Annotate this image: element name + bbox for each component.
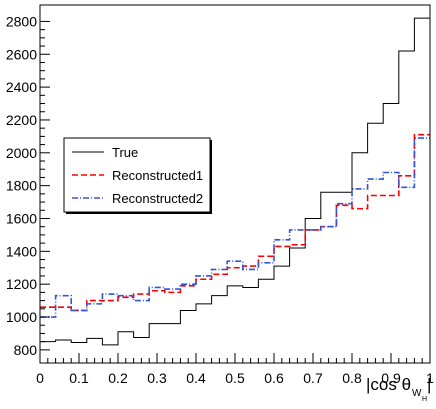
x-tick-label: 0.3 <box>147 370 167 386</box>
x-axis-title-main: |cos θ <box>366 375 411 394</box>
x-tick-label: 0.8 <box>342 370 362 386</box>
x-axis: 0 0.1 0.2 0.3 0.4 0.5 0.6 0.7 0.8 0.9 1 <box>36 353 434 386</box>
y-tick-label: 2800 <box>6 13 37 29</box>
series-reconstructed2 <box>40 137 430 318</box>
x-axis-title-close: | <box>427 375 431 394</box>
x-tick-label: 0.4 <box>186 370 206 386</box>
x-tick-label: 0.7 <box>303 370 323 386</box>
legend-label-reconstructed2: Reconstructed2 <box>112 191 203 206</box>
x-tick-label: 0 <box>36 370 44 386</box>
x-axis-title-subsub: H <box>422 396 427 403</box>
x-axis-title: |cos θ W H | <box>366 375 431 403</box>
y-tick-label: 2200 <box>6 112 37 128</box>
x-tick-label: 0.6 <box>264 370 284 386</box>
series-true <box>40 17 430 346</box>
y-tick-label: 800 <box>14 342 38 358</box>
legend-box <box>63 137 211 213</box>
y-tick-label: 1000 <box>6 309 37 325</box>
y-tick-label: 1600 <box>6 210 37 226</box>
y-axis: 800 1000 1200 1400 1600 1800 2000 2200 2400 2600 2… <box>6 13 50 358</box>
x-tick-label: 0.2 <box>108 370 128 386</box>
x-axis-title-sub: W <box>412 388 422 399</box>
legend: True Reconstructed1 Reconstructed2 <box>63 137 212 214</box>
y-tick-label: 1800 <box>6 178 37 194</box>
y-tick-label: 1400 <box>6 243 37 259</box>
legend-label-true: True <box>112 145 138 160</box>
y-tick-label: 2000 <box>6 145 37 161</box>
legend-label-reconstructed1: Reconstructed1 <box>112 168 203 183</box>
x-tick-label: 0.1 <box>69 370 89 386</box>
y-tick-label: 1200 <box>6 276 37 292</box>
series-layer <box>40 17 430 346</box>
y-tick-label: 2600 <box>6 46 37 62</box>
legend-shadow-right <box>210 140 212 214</box>
x-tick-label: 0.5 <box>225 370 245 386</box>
y-tick-label: 2400 <box>6 79 37 95</box>
x-tick-label: 0.9 <box>381 370 401 386</box>
legend-shadow <box>66 212 212 214</box>
x-tick-label: 1 <box>426 370 434 386</box>
